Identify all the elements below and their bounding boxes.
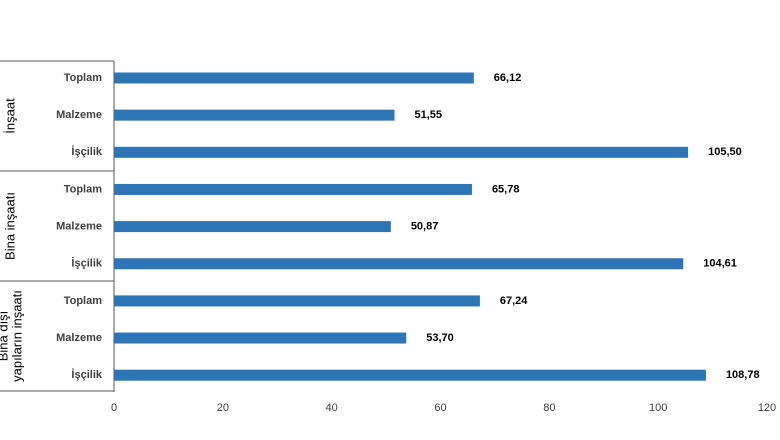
bar [114, 369, 706, 381]
value-labels: 66,12 51,55 105,50 65,78 50,87 104,61 67,24 53,… [411, 72, 760, 381]
value-label: 50,87 [411, 221, 439, 233]
x-tick-label: 20 [217, 402, 229, 414]
value-label: 51,55 [415, 109, 443, 121]
x-tick-labels: 0 20 40 60 80 100 120 [111, 402, 776, 414]
group-label: Bina inşaatı [2, 192, 17, 260]
category-label: Malzeme [56, 109, 102, 121]
value-label: 67,24 [500, 295, 528, 307]
group-label: İnşaat [2, 98, 17, 134]
x-tick-label: 80 [543, 402, 555, 414]
bar [114, 109, 395, 121]
bar [114, 332, 407, 344]
bar [114, 72, 474, 84]
x-tick-label: 100 [649, 402, 667, 414]
value-label: 66,12 [494, 72, 522, 84]
value-label: 104,61 [703, 258, 737, 270]
category-label: İşçilik [71, 368, 102, 381]
bar [114, 221, 391, 233]
x-tick-label: 0 [111, 402, 117, 414]
bar [114, 295, 480, 307]
value-label: 65,78 [492, 183, 520, 195]
category-label: Toplam [64, 295, 103, 307]
category-label: Toplam [64, 183, 103, 195]
group-labels: İnşaat Bina inşaatı Bina dışı yapıların inş… [0, 98, 24, 382]
category-label: Toplam [64, 72, 103, 84]
group-separators [0, 60, 114, 392]
bar [114, 258, 684, 270]
category-label: İşçilik [71, 257, 102, 270]
value-label: 105,50 [708, 146, 742, 158]
bar [114, 146, 689, 158]
group-label: yapıların inşaatı [9, 290, 24, 382]
bars [114, 72, 706, 381]
category-label: Malzeme [56, 332, 102, 344]
bar [114, 183, 472, 195]
category-labels: Toplam Malzeme İşçilik Toplam Malzeme İşçilik… [56, 72, 103, 381]
x-tick-label: 120 [758, 402, 776, 414]
group-label: Bina dışı [0, 311, 10, 362]
x-tick-label: 40 [326, 402, 338, 414]
category-label: Malzeme [56, 221, 102, 233]
value-label: 53,70 [426, 332, 454, 344]
category-label: İşçilik [71, 145, 102, 158]
x-tick-label: 60 [434, 402, 446, 414]
value-label: 108,78 [726, 369, 760, 381]
